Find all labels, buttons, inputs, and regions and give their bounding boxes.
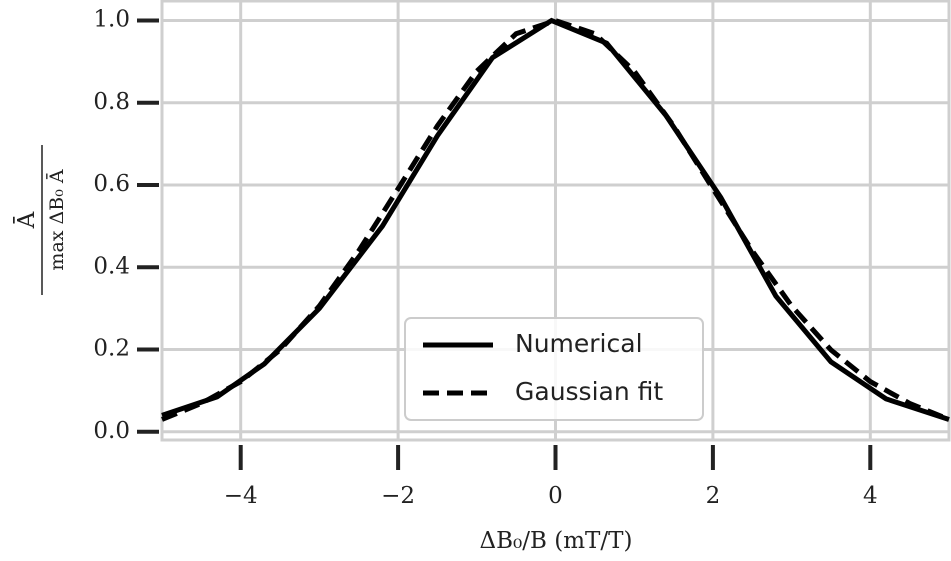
y-tick-label: 0.4	[93, 253, 130, 279]
plot-frame	[160, 0, 951, 442]
y-label-numerator: Ā	[14, 211, 40, 229]
x-tick-label: 4	[863, 483, 878, 509]
x-tick-label: 0	[548, 483, 563, 509]
y-tick-label: 0.2	[93, 336, 130, 362]
y-label-denominator: max ΔB₀ Ā	[45, 169, 68, 270]
x-tick-label: −4	[224, 483, 258, 509]
data-line	[161, 17, 950, 422]
y-axis-label: Ā max ΔB₀ Ā	[14, 145, 68, 295]
x-tick-label: −2	[381, 483, 415, 509]
y-tick-label: 0.6	[93, 171, 130, 197]
y-tick-label: 0.0	[93, 418, 130, 444]
x-tick-label: 2	[706, 483, 721, 509]
legend-label: Gaussian fit	[515, 377, 663, 406]
x-axis-label: ΔB₀/B (mT/T)	[480, 528, 633, 554]
y-tick-label: 0.8	[93, 89, 130, 115]
data-line	[161, 17, 950, 422]
legend-label: Numerical	[515, 329, 643, 358]
y-tick-label: 1.0	[93, 7, 130, 33]
